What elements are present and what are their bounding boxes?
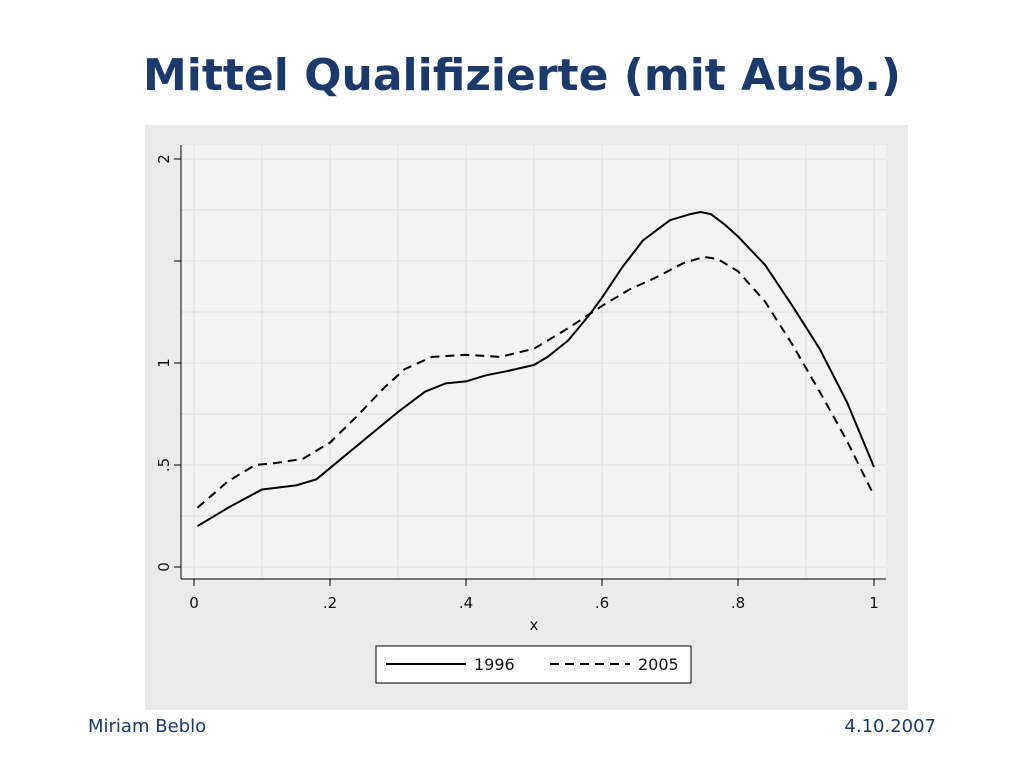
y-tick-label: 0 — [155, 562, 173, 572]
y-tick-label: 2 — [155, 154, 173, 164]
line-chart: 0 .5 1 2 0 .2 .4 .6 .8 1 x 1996 2005 — [145, 125, 908, 710]
x-axis-title: x — [530, 616, 539, 634]
x-tick-label: .6 — [595, 594, 609, 612]
legend-label-2005: 2005 — [638, 655, 679, 674]
x-tick-label: .8 — [731, 594, 745, 612]
footer-date: 4.10.2007 — [844, 716, 936, 737]
series-line-2005 — [196, 255, 875, 509]
chart-panel: 0 .5 1 2 0 .2 .4 .6 .8 1 x 1996 2005 — [145, 125, 908, 710]
x-tick-label: 1 — [869, 594, 879, 612]
series-line-1996 — [196, 211, 875, 528]
slide-title: Mittel Qualifizierte (mit Ausb.) — [142, 50, 902, 101]
x-tick-label: .2 — [323, 594, 337, 612]
footer-author: Miriam Beblo — [88, 716, 207, 737]
x-tick-label: 0 — [189, 594, 199, 612]
x-tick-label: .4 — [459, 594, 473, 612]
legend-label-1996: 1996 — [474, 655, 515, 674]
y-tick-label: 1 — [155, 358, 173, 368]
y-tick-label: .5 — [155, 458, 173, 472]
